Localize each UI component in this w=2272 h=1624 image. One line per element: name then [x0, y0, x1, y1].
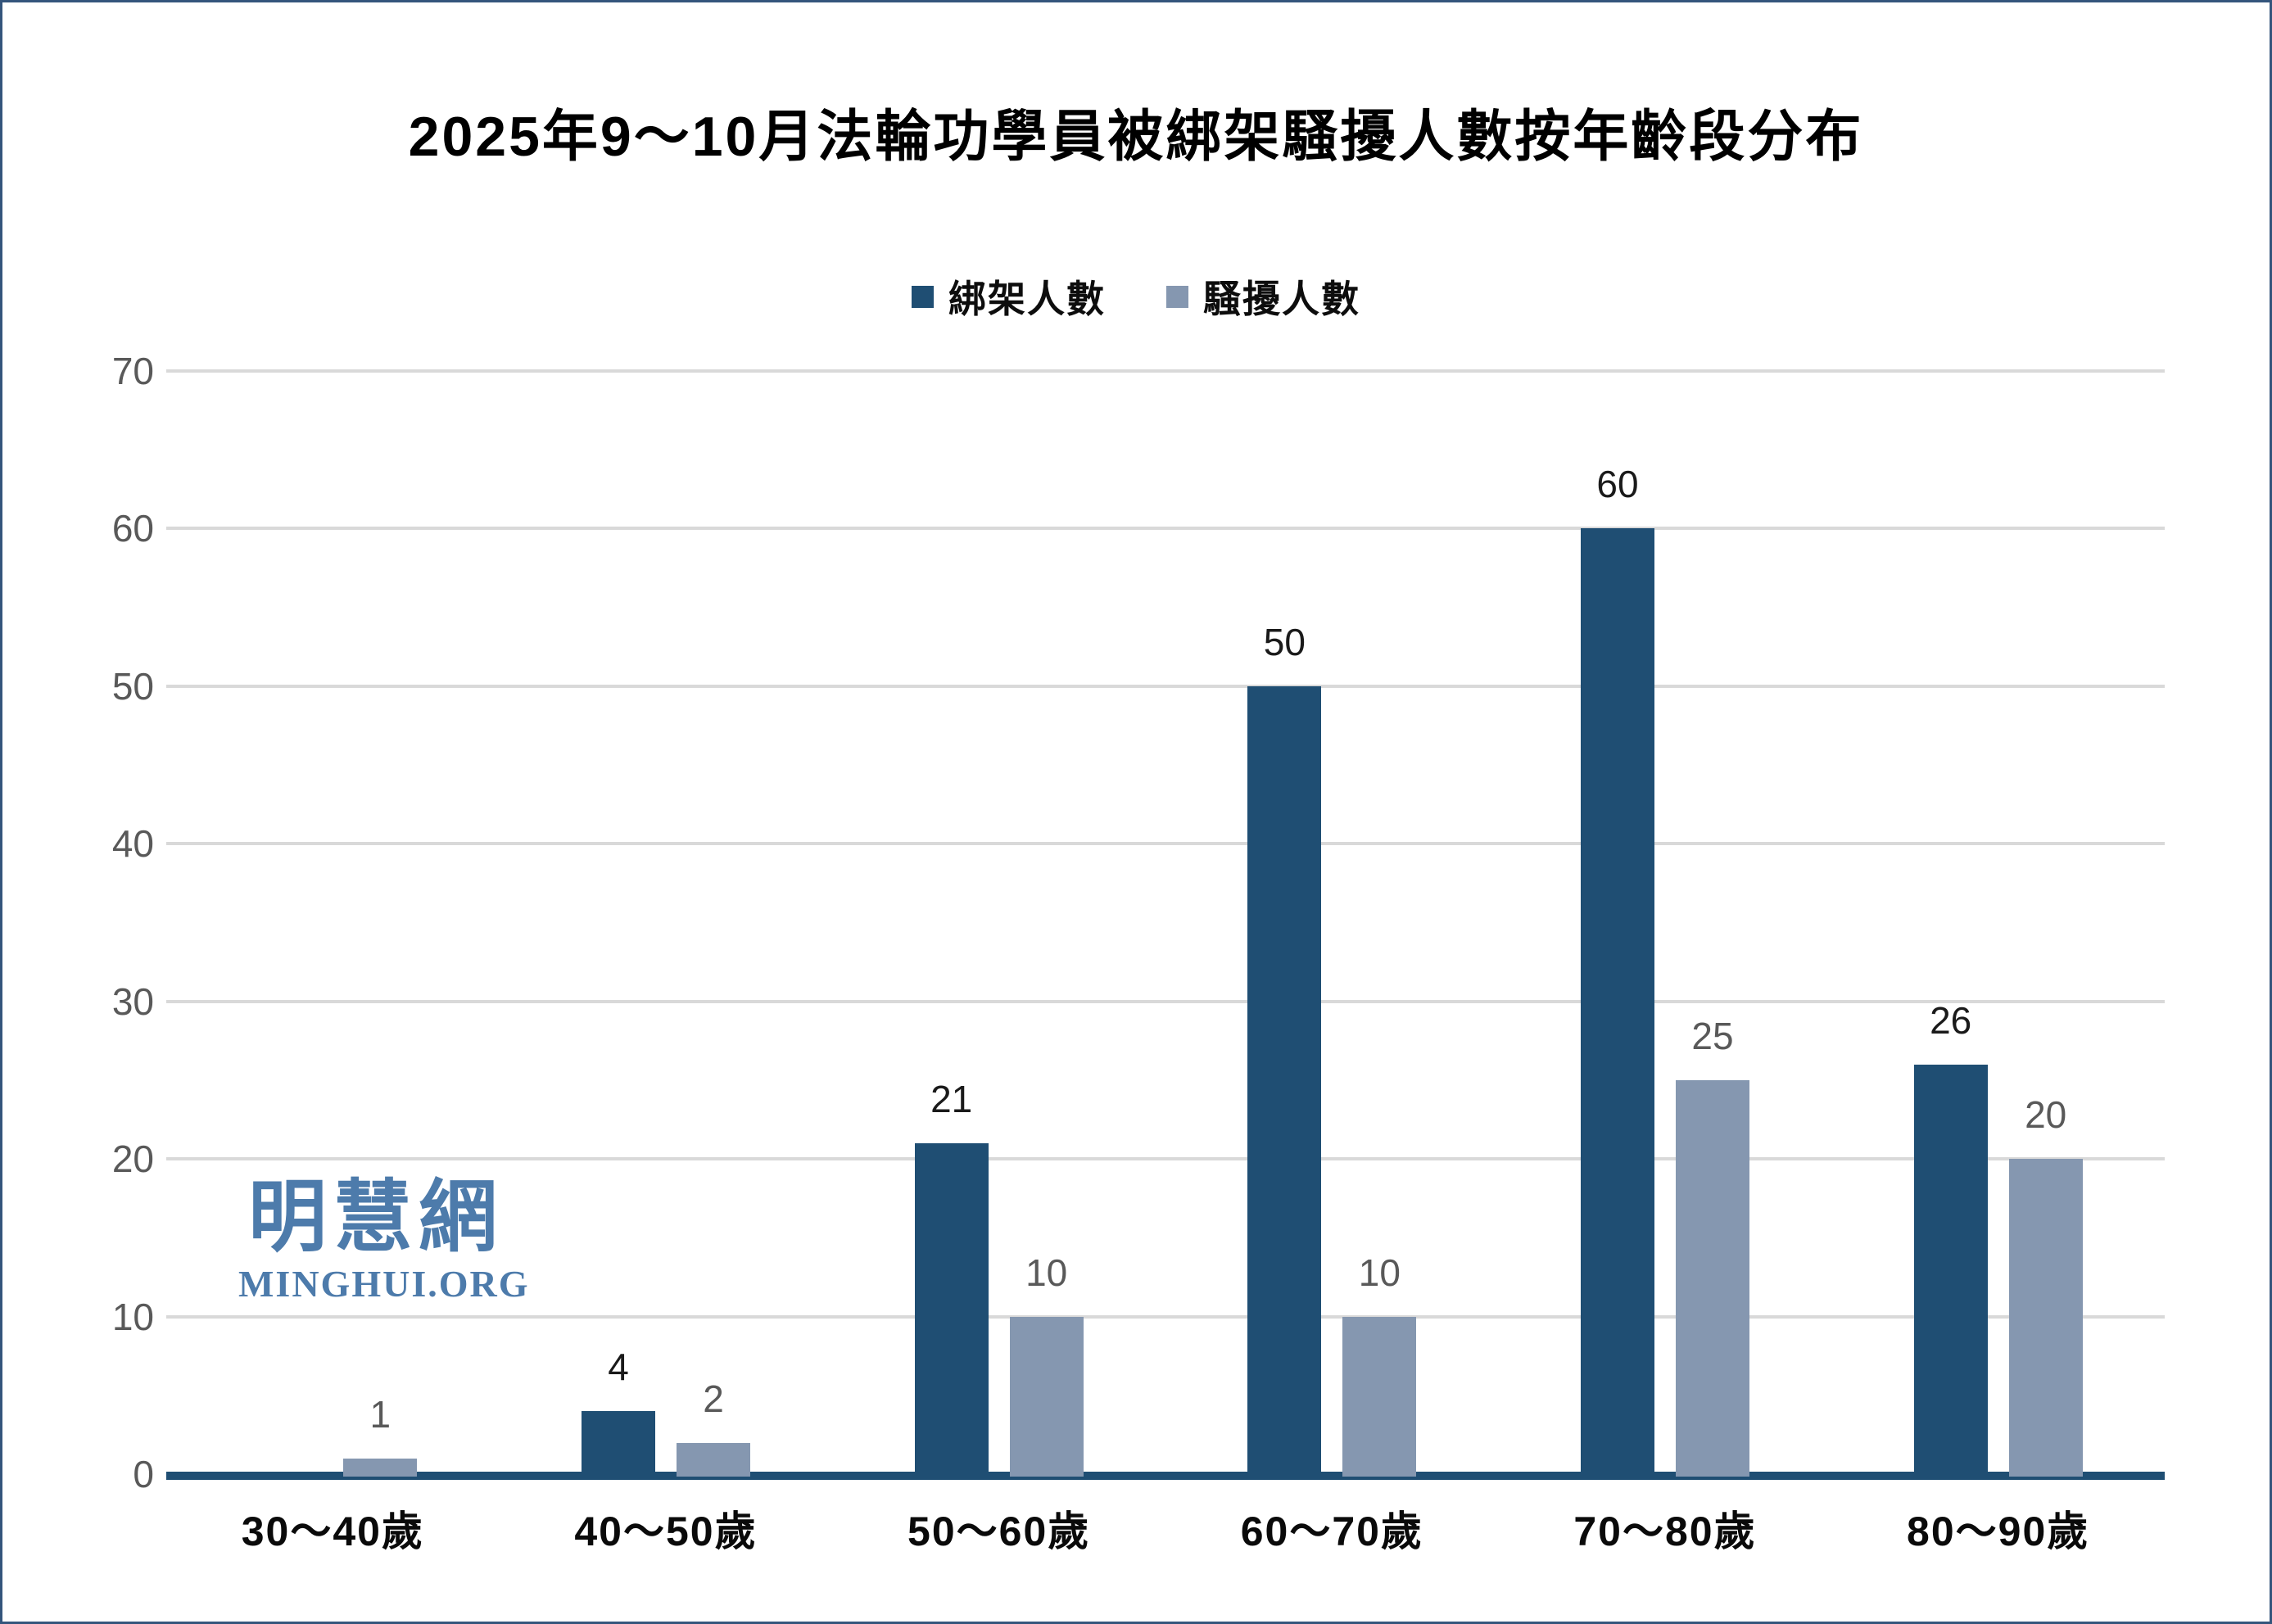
y-axis-tick-label: 10: [111, 1295, 154, 1338]
x-axis-category-label: 80～90歲: [1907, 1509, 2090, 1554]
x-axis-category-label: 70～80歲: [1573, 1509, 1757, 1554]
x-axis-category-label: 30～40歲: [241, 1509, 424, 1554]
kidnapped-value-label: 4: [608, 1346, 629, 1389]
y-axis-tick-label: 40: [111, 822, 154, 866]
gridline-y70: [166, 369, 2165, 373]
gridline-y60: [166, 527, 2165, 531]
kidnapped-bar: [1247, 685, 1322, 1477]
harassed-value-label: 1: [369, 1392, 391, 1436]
legend-swatch-kidnapped-icon: [912, 285, 934, 308]
legend-item-harassed: 騷擾人數: [1166, 269, 1360, 323]
harassed-value-label: 20: [2025, 1093, 2067, 1137]
gridline-y10: [166, 1314, 2165, 1319]
kidnapped-bar: [582, 1411, 655, 1477]
legend-item-kidnapped: 綁架人數: [912, 269, 1106, 323]
y-axis-tick-label: 0: [133, 1453, 154, 1495]
watermark-minghui-latin: MINGHUI.ORG: [238, 1263, 530, 1305]
y-axis-tick-label: 70: [111, 350, 154, 392]
legend-label-harassed: 騷擾人數: [1203, 278, 1360, 320]
gridline-y30: [166, 999, 2165, 1003]
x-axis-category-label: 40～50歲: [574, 1509, 758, 1554]
harassed-bar: [343, 1458, 418, 1477]
y-axis-tick-label: 30: [111, 979, 154, 1023]
harassed-bar: [1009, 1316, 1084, 1477]
y-axis-tick-label: 50: [111, 664, 154, 708]
kidnapped-bar: [914, 1142, 989, 1477]
harassed-bar: [2008, 1159, 2083, 1477]
legend-label-kidnapped: 綁架人數: [948, 278, 1106, 320]
x-axis-category-label: 60～70歲: [1240, 1509, 1423, 1554]
kidnapped-value-label: 60: [1596, 463, 1639, 506]
kidnapped-value-label: 50: [1263, 620, 1306, 663]
legend-swatch-harassed-icon: [1166, 285, 1188, 308]
watermark: 明慧網 MINGHUI.ORG: [238, 1174, 530, 1305]
kidnapped-value-label: 21: [930, 1077, 973, 1120]
legend: 綁架人數 騷擾人數: [2, 269, 2270, 323]
gridline-y50: [166, 684, 2165, 688]
kidnapped-bar: [1913, 1064, 1988, 1477]
x-axis-baseline: [166, 1472, 2165, 1480]
gridline-y40: [166, 842, 2165, 846]
harassed-value-label: 10: [1358, 1251, 1401, 1294]
kidnapped-value-label: 26: [1930, 998, 1972, 1042]
harassed-value-label: 2: [703, 1377, 724, 1420]
x-axis-category-label: 50～60歲: [907, 1509, 1091, 1554]
harassed-bar: [1676, 1079, 1749, 1477]
harassed-value-label: 10: [1025, 1251, 1068, 1294]
chart-title: 2025年9～10月法輪功學員被綁架騷擾人數按年齡段分布: [408, 106, 1864, 168]
watermark-minghui-cjk: 明慧網: [248, 1174, 504, 1261]
harassed-bar: [1342, 1316, 1417, 1477]
gridline-y20: [166, 1157, 2165, 1161]
harassed-bar: [677, 1442, 750, 1477]
harassed-value-label: 25: [1691, 1014, 1734, 1057]
y-axis-tick-label: 20: [111, 1138, 154, 1181]
kidnapped-bar: [1581, 528, 1654, 1477]
y-axis-tick-label: 60: [111, 507, 154, 550]
